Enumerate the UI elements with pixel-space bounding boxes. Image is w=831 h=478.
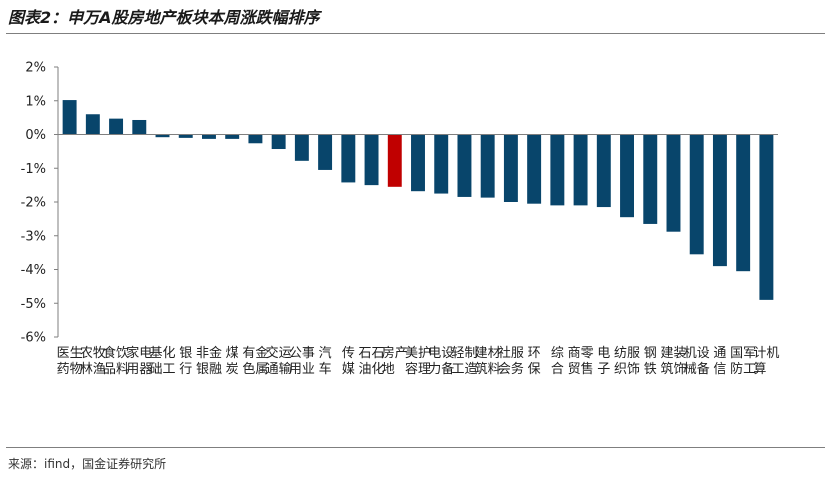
x-tick-label: 传媒 bbox=[342, 346, 355, 377]
bar bbox=[712, 134, 727, 267]
x-tick-label: 基础化工 bbox=[150, 346, 176, 377]
x-tick-label: 机械设备 bbox=[684, 346, 710, 377]
y-tick-label: -6% bbox=[21, 331, 46, 346]
x-tick-label: 商贸零售 bbox=[568, 346, 594, 377]
x-tick-label: 轻工制造 bbox=[451, 346, 477, 377]
x-tick-label: 建筑装饰 bbox=[660, 346, 686, 377]
x-axis-labels: 医药生物农林牧渔食品饮料家用电器基础化工银行非银金融煤炭有色金属交通运输公用事业… bbox=[57, 345, 780, 377]
bar bbox=[248, 134, 263, 144]
bar bbox=[364, 134, 379, 186]
x-tick-label: 环保 bbox=[528, 346, 541, 377]
top-divider bbox=[6, 33, 825, 34]
bar bbox=[480, 134, 495, 198]
bar bbox=[85, 114, 100, 135]
bar bbox=[132, 119, 147, 135]
x-tick-label: 房地产 bbox=[382, 345, 408, 377]
bar bbox=[202, 134, 216, 139]
y-tick-label: -5% bbox=[21, 297, 46, 312]
x-tick-label: 通信 bbox=[713, 346, 726, 377]
bar bbox=[573, 134, 588, 206]
y-tick-label: 2% bbox=[25, 61, 46, 76]
x-tick-label: 银行 bbox=[179, 346, 192, 377]
bar bbox=[155, 134, 170, 138]
bar bbox=[225, 134, 240, 139]
bar bbox=[503, 134, 518, 202]
bar bbox=[736, 134, 751, 272]
x-tick-label: 食品饮料 bbox=[103, 345, 129, 377]
x-tick-label: 公用事业 bbox=[289, 346, 315, 377]
y-tick-label: -4% bbox=[21, 263, 46, 278]
y-tick-label: 1% bbox=[25, 94, 46, 109]
bar bbox=[689, 134, 704, 255]
x-tick-label: 煤炭 bbox=[226, 346, 239, 377]
y-axis: 2% 1% 0% -1% -2% -3% -4% -5% -6% bbox=[21, 61, 59, 346]
bar bbox=[271, 134, 286, 150]
bar bbox=[411, 134, 425, 192]
bar bbox=[341, 134, 356, 183]
bar bbox=[759, 134, 774, 300]
x-tick-label: 汽车 bbox=[319, 346, 332, 377]
x-tick-label: 钢铁 bbox=[644, 346, 657, 377]
y-tick-label: -1% bbox=[21, 162, 46, 177]
bar-chart: 2% 1% 0% -1% -2% -3% -4% -5% -6% 医药生物农林牧渔食品饮料家用电… bbox=[21, 61, 780, 378]
bar bbox=[434, 134, 449, 194]
source-note: 来源：ifind，国金证券研究所 bbox=[8, 457, 167, 471]
chart-title: 图表2：申万A股房地产板块本周涨跌幅排序 bbox=[8, 8, 320, 27]
x-tick-label: 国防军工 bbox=[730, 346, 756, 377]
bar bbox=[666, 134, 681, 232]
x-tick-label: 电力设备 bbox=[428, 346, 454, 377]
x-tick-label: 石油石化 bbox=[359, 346, 385, 377]
bar bbox=[527, 134, 542, 204]
x-tick-label: 有色金属 bbox=[242, 345, 268, 377]
bar bbox=[62, 100, 77, 135]
bar bbox=[318, 134, 333, 170]
x-tick-label: 交通运输 bbox=[266, 345, 292, 377]
x-tick-label: 电子 bbox=[597, 346, 610, 377]
x-tick-label: 计算机 bbox=[753, 346, 779, 377]
bar bbox=[387, 134, 402, 187]
bar bbox=[109, 118, 124, 135]
bars bbox=[58, 100, 778, 300]
bar bbox=[596, 134, 611, 208]
x-tick-label: 美容护理 bbox=[405, 346, 431, 377]
bar bbox=[550, 134, 565, 206]
x-tick-label: 纺织服饰 bbox=[614, 346, 640, 377]
y-tick-label: 0% bbox=[25, 128, 46, 143]
x-tick-label: 农林牧渔 bbox=[80, 346, 106, 377]
x-tick-label: 非银金融 bbox=[196, 345, 222, 377]
bar bbox=[643, 134, 658, 224]
x-tick-label: 家用电器 bbox=[126, 345, 152, 377]
bar bbox=[178, 134, 193, 138]
x-tick-label: 建筑材料 bbox=[475, 346, 501, 377]
x-tick-label: 社会服务 bbox=[498, 345, 524, 377]
y-tick-label: -3% bbox=[21, 229, 46, 244]
x-tick-label: 医药生物 bbox=[57, 346, 83, 377]
bar bbox=[294, 134, 309, 161]
bar bbox=[620, 134, 634, 218]
y-tick-label: -2% bbox=[21, 196, 46, 211]
bar bbox=[457, 134, 472, 197]
bottom-divider bbox=[6, 447, 825, 448]
x-tick-label: 综合 bbox=[551, 346, 564, 377]
